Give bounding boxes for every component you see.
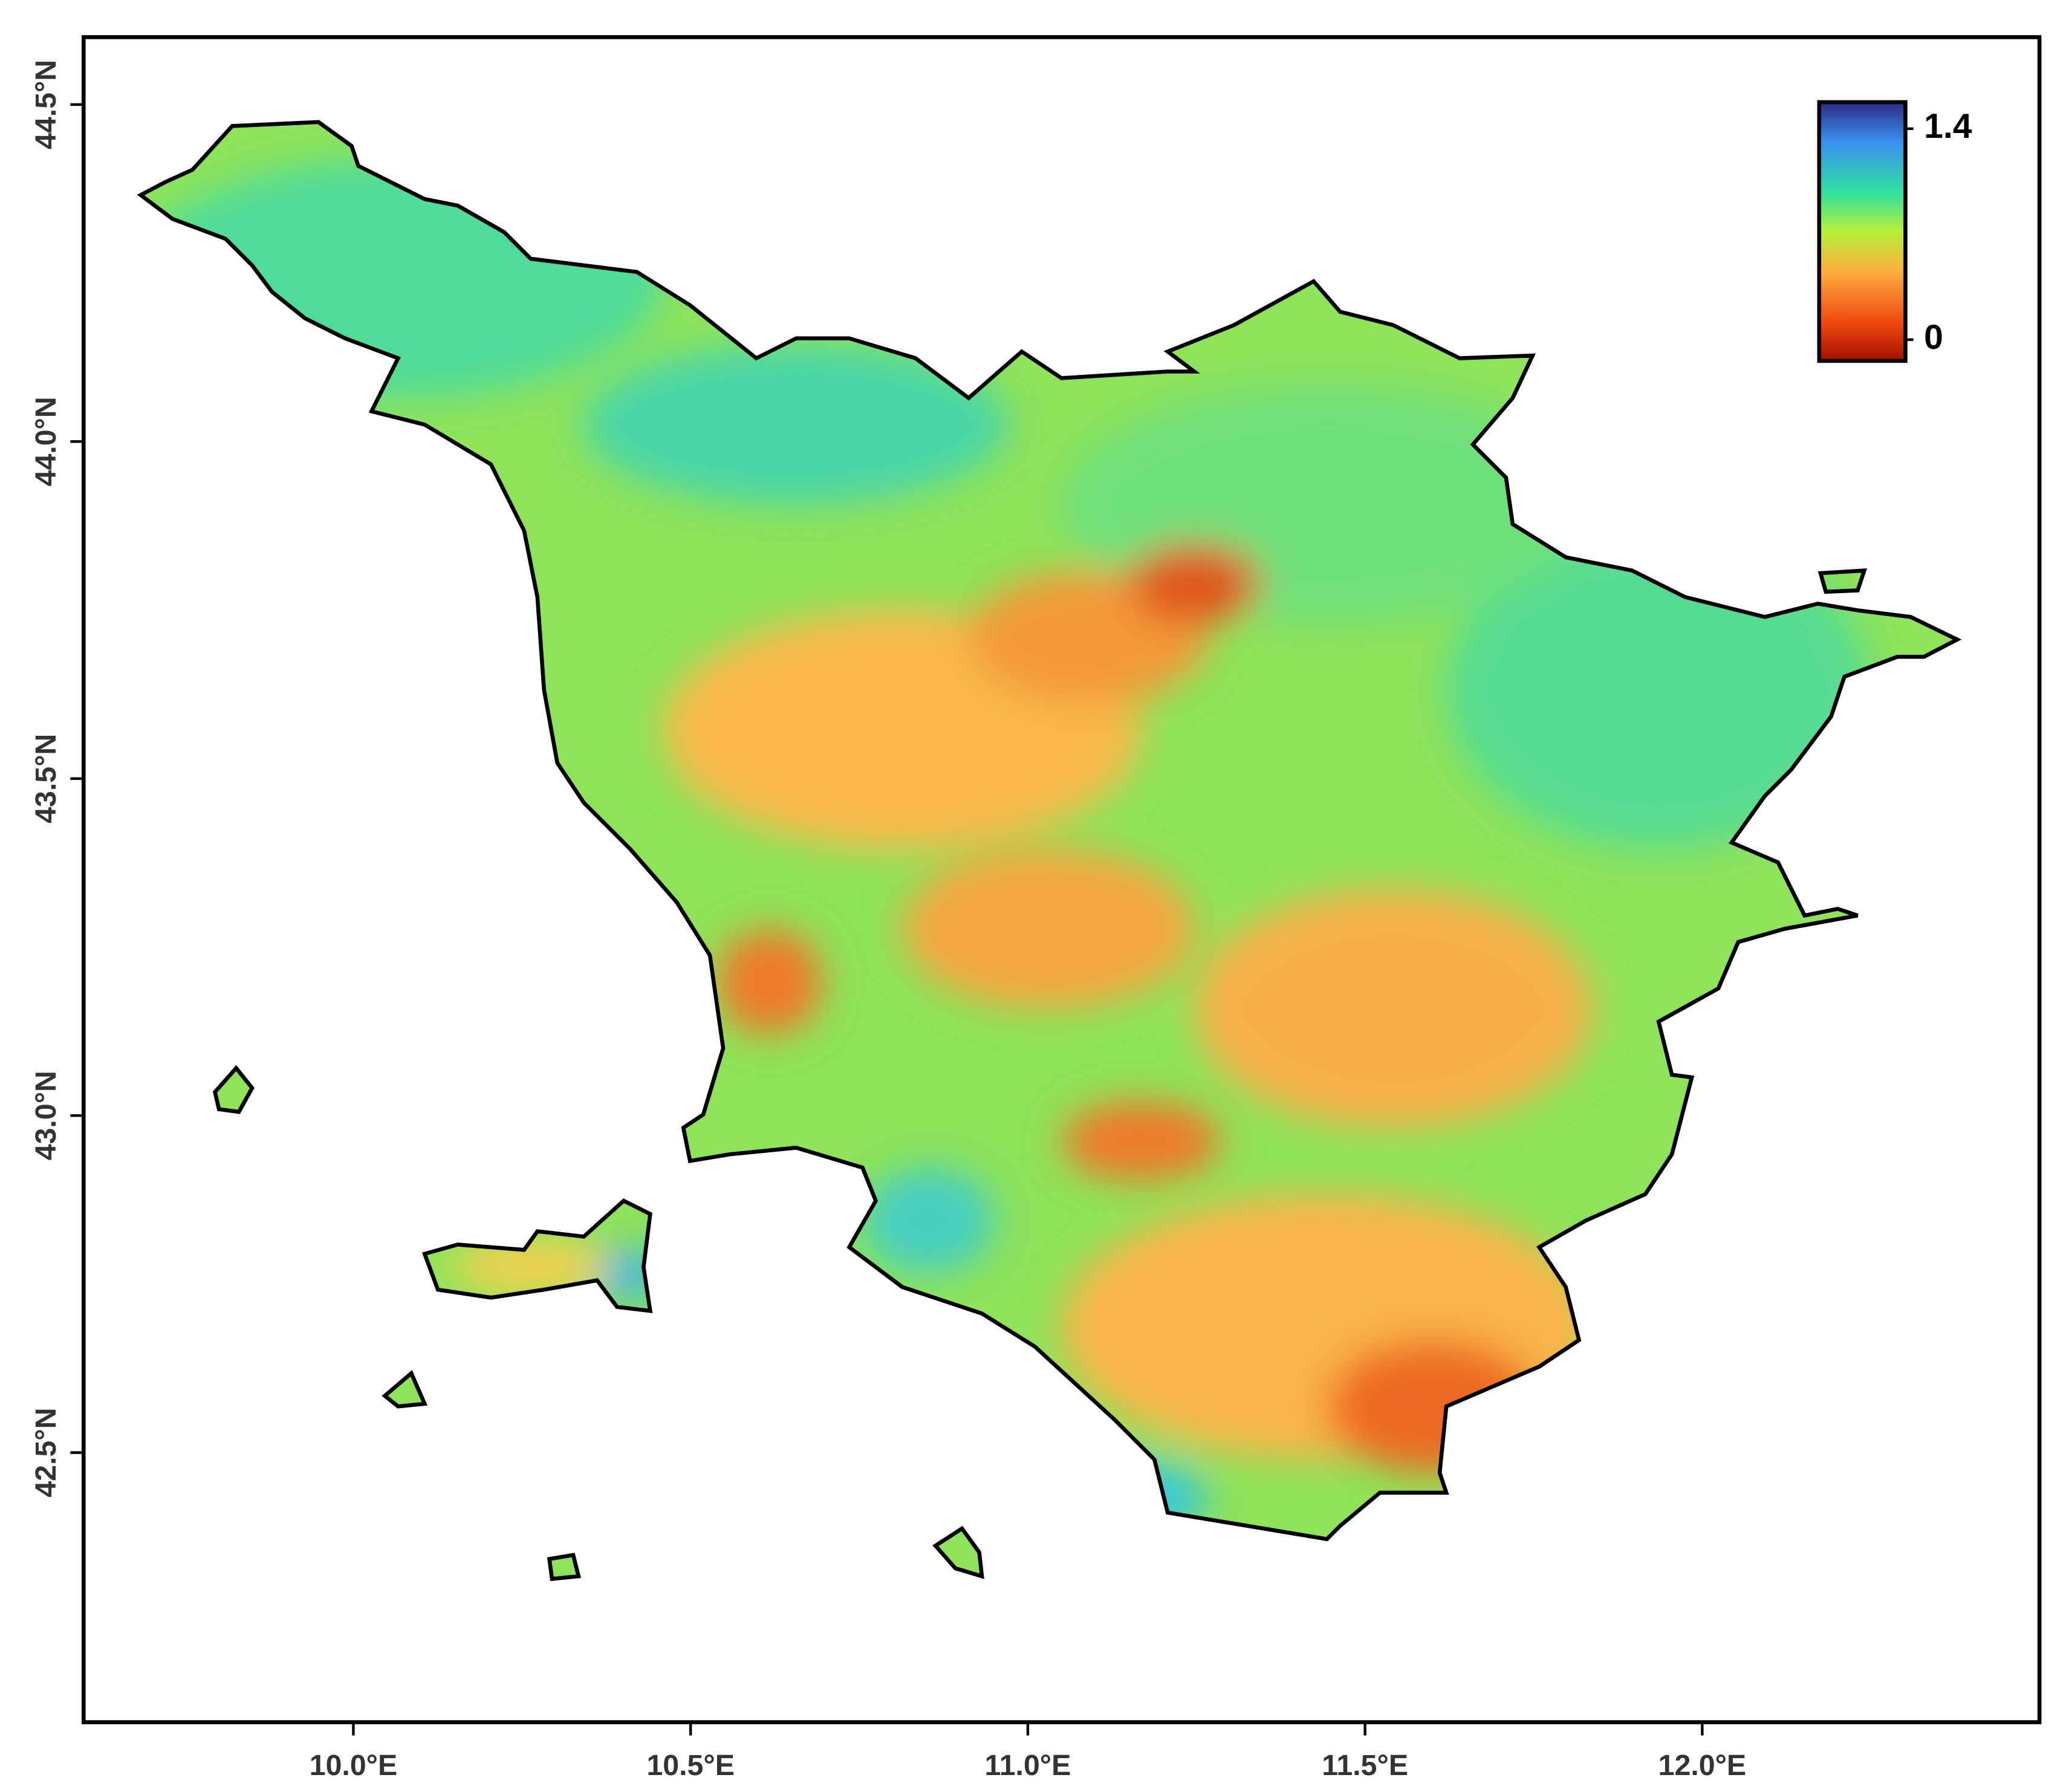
x-tick-label: 11.5°E xyxy=(1322,1749,1408,1782)
colorbar xyxy=(1817,100,1908,363)
colorbar-label: 1.4 xyxy=(1924,107,1972,146)
y-tick-label: 44.0°N xyxy=(30,397,62,486)
x-tick-label: 10.5°E xyxy=(646,1749,734,1782)
x-tick-label: 10.0°E xyxy=(310,1749,397,1782)
y-tick-label: 43.5°N xyxy=(30,734,62,823)
x-tick-label: 11.0°E xyxy=(985,1749,1071,1782)
y-tick-label: 44.5°N xyxy=(30,60,62,149)
colorbar-label: 0 xyxy=(1924,318,1943,357)
y-tick-label: 42.5°N xyxy=(30,1408,62,1498)
y-tick-label: 43.0°N xyxy=(30,1071,62,1160)
plot-frame xyxy=(81,35,2042,1724)
x-tick-label: 12.0°E xyxy=(1658,1749,1746,1782)
